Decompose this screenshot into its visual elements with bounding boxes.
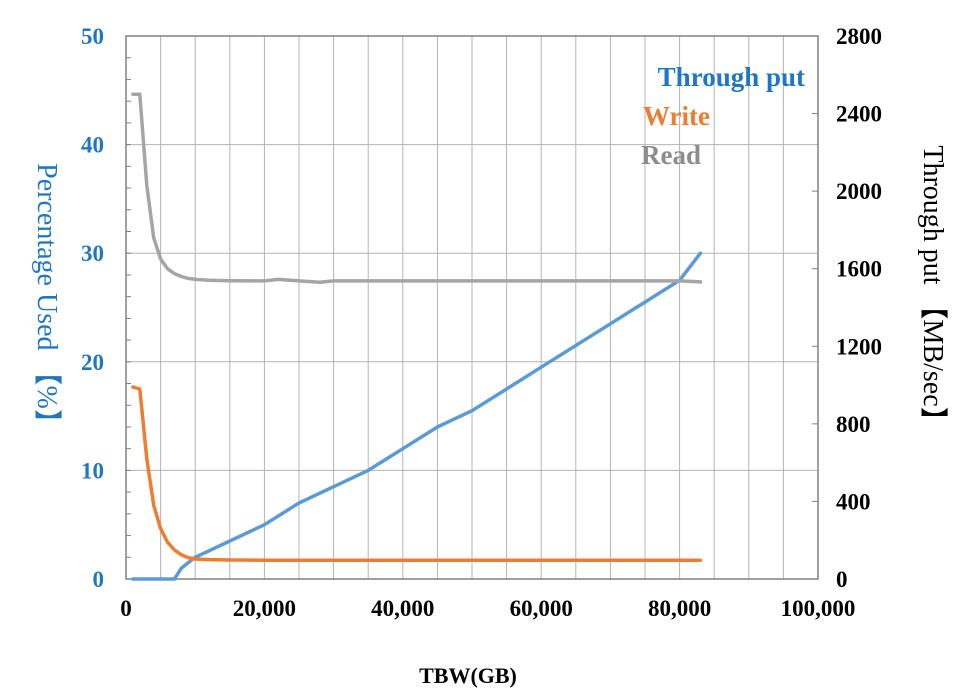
x-tick-label: 20,000	[233, 596, 296, 621]
grid	[126, 36, 818, 579]
y-left-tick-label: 10	[81, 458, 104, 483]
series-group	[131, 92, 703, 581]
y-right-tick-label: 2800	[836, 24, 882, 49]
x-tick-label: 80,000	[648, 596, 711, 621]
legend-write: Write	[643, 101, 710, 131]
write-series-line	[131, 385, 703, 562]
y-right-tick-label: 0	[836, 567, 848, 592]
legend-throughput: Through put	[658, 62, 805, 92]
y-left-tick-label: 40	[81, 133, 104, 158]
right-axis-title: Through put 【MB/sec】	[917, 145, 949, 434]
x-tick-label: 0	[120, 596, 132, 621]
y-right-tick-label: 2400	[836, 102, 882, 127]
left-axis-title: Percentage Used 【%】	[31, 163, 63, 437]
legend-read: Read	[641, 140, 701, 170]
y-right-tick-label: 800	[836, 412, 871, 437]
plot-frame	[125, 35, 819, 580]
y-left-tick-label: 20	[81, 350, 104, 375]
y-right-tick-label: 1600	[836, 257, 882, 282]
x-tick-label: 100,000	[781, 596, 856, 621]
throughput-series-line	[131, 251, 703, 581]
read-series-line	[131, 92, 703, 285]
y-left-tick-label: 50	[81, 24, 104, 49]
y-right-tick-label: 400	[836, 489, 871, 514]
ticks: 0 20,000 40,000 60,000 80,000 100,000 0 10 20 30 4…	[81, 24, 882, 621]
x-axis-title: TBW(GB)	[419, 663, 517, 688]
x-tick-label: 40,000	[371, 596, 434, 621]
y-left-tick-label: 30	[81, 241, 104, 266]
y-right-tick-label: 2000	[836, 179, 882, 204]
y-right-tick-label: 1200	[836, 334, 882, 359]
x-tick-label: 60,000	[510, 596, 573, 621]
y-left-tick-label: 0	[93, 567, 105, 592]
legend: Through put Write Read	[641, 62, 805, 170]
